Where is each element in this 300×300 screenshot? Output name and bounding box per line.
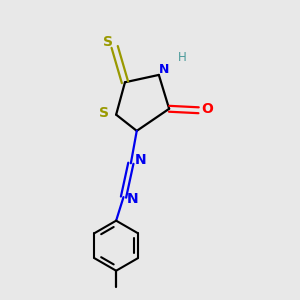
Text: S: S xyxy=(99,106,109,121)
Text: H: H xyxy=(178,51,187,64)
Text: N: N xyxy=(134,153,146,167)
Text: N: N xyxy=(127,192,139,206)
Text: S: S xyxy=(103,34,113,49)
Text: O: O xyxy=(202,102,213,116)
Text: N: N xyxy=(159,62,169,76)
